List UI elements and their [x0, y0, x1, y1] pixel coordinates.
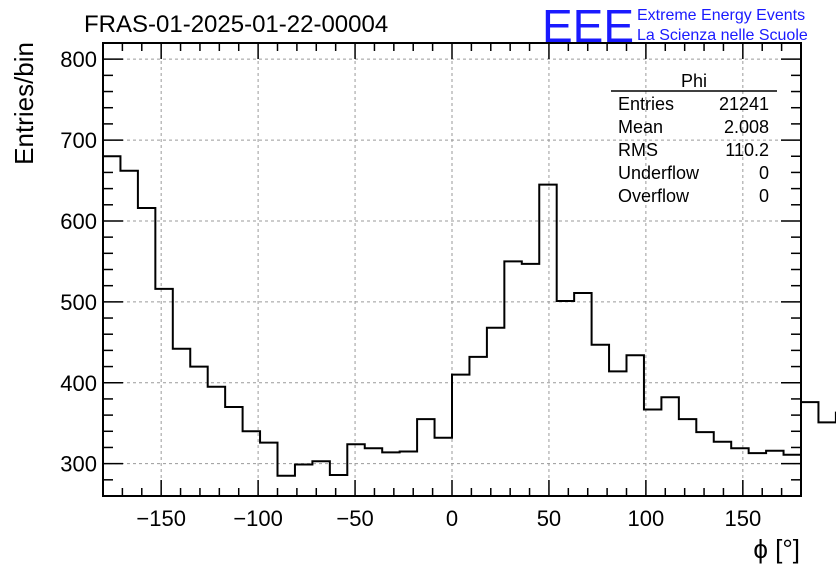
stats-label: Overflow — [618, 186, 690, 206]
y-tick-label: 400 — [60, 371, 97, 396]
stats-title: Phi — [681, 71, 707, 91]
x-tick-label: −100 — [233, 506, 283, 531]
x-tick-label: −50 — [336, 506, 373, 531]
x-tick-label: 150 — [724, 506, 761, 531]
stats-value: 0 — [759, 163, 769, 183]
logo-line-1: Extreme Energy Events — [637, 7, 805, 24]
stats-label: Underflow — [618, 163, 700, 183]
x-tick-label: 0 — [446, 506, 458, 531]
stats-label: Mean — [618, 117, 663, 137]
stats-value: 21241 — [719, 94, 769, 114]
x-tick-label: 50 — [537, 506, 561, 531]
stats-label: RMS — [618, 140, 658, 160]
x-tick-labels: −150 −100 −50 0 50 100 150 — [136, 506, 761, 531]
y-tick-labels: 300 400 500 600 700 800 — [60, 47, 97, 476]
stats-rows: Entries 21241 Mean 2.008 RMS 110.2 Underflow 0 O… — [618, 94, 769, 206]
stats-value: 0 — [759, 186, 769, 206]
y-tick-label: 700 — [60, 128, 97, 153]
y-tick-label: 500 — [60, 290, 97, 315]
stats-value: 110.2 — [725, 140, 769, 160]
x-axis-label: ϕ [°] — [753, 534, 800, 564]
stats-value: 2.008 — [724, 117, 769, 137]
y-tick-label: 300 — [60, 452, 97, 477]
histogram-line — [103, 155, 836, 477]
chart-title: FRAS-01-2025-01-22-00004 — [84, 11, 388, 38]
x-tick-label: 100 — [628, 506, 665, 531]
plot-frame — [102, 42, 802, 497]
stats-label: Entries — [618, 94, 674, 114]
logo-line-2: La Scienza nelle Scuole — [637, 27, 808, 44]
y-tick-label: 600 — [60, 209, 97, 234]
y-tick-label: 800 — [60, 47, 97, 72]
eee-logo: EEE — [542, 0, 634, 52]
x-tick-label: −150 — [136, 506, 186, 531]
stats-box: Phi Entries 21241 Mean 2.008 RMS 110.2 Underfl… — [611, 71, 777, 206]
y-axis-label: Entries/bin — [9, 42, 39, 165]
axis-ticks — [102, 42, 802, 497]
